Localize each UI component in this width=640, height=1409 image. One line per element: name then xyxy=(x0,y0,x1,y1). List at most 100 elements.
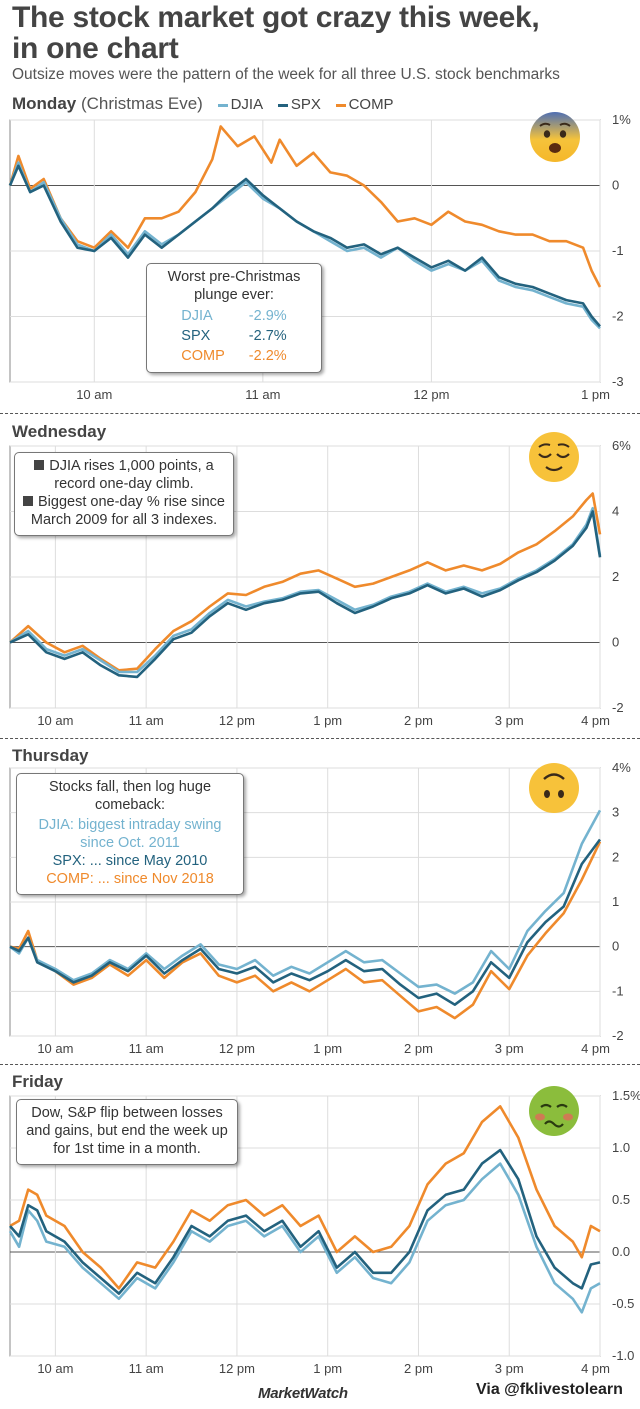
thursday-callout-spx: SPX: ... since May 2010 xyxy=(52,853,208,869)
y-tick-label: 1.0 xyxy=(612,1140,630,1155)
x-tick-label: 1 pm xyxy=(313,713,342,728)
monday-callout-row-spx: SPX -2.7% xyxy=(169,326,298,346)
y-tick-label: 6% xyxy=(612,438,631,453)
series-line-spx xyxy=(9,838,602,1006)
monday-day-label: Monday xyxy=(12,94,77,113)
x-tick-label: 4 pm xyxy=(581,1041,610,1056)
series-line-comp xyxy=(9,1105,601,1290)
fearful-face-icon xyxy=(530,112,580,162)
y-tick-label: 0.0 xyxy=(612,1244,630,1259)
marketwatch-logo: MarketWatch xyxy=(258,1385,348,1402)
monday-callout: Worst pre-Christmas plunge ever: DJIA -2… xyxy=(146,263,322,373)
wednesday-bullet-2-text: Biggest one-day % rise since March 2009 … xyxy=(30,494,225,528)
y-tick-label: 0.5 xyxy=(612,1192,630,1207)
legend-comp: COMP xyxy=(335,96,394,113)
monday-callout-table: DJIA -2.9% SPX -2.7% COMP -2.2% xyxy=(169,306,298,366)
y-tick-label: -2 xyxy=(612,309,624,324)
thursday-chart: 4% 3 2 1 0 -1 -2 10 am 11 am 12 pm 1 pm 2 pm 3 pm 4 p… xyxy=(9,760,631,1056)
thursday-callout-heading: Stocks fall, then log huge comeback: xyxy=(48,779,212,813)
bullet-square-icon xyxy=(23,496,33,506)
friday-day-label: Friday xyxy=(12,1072,64,1091)
y-tick-label: 2 xyxy=(612,569,619,584)
x-tick-label: 1 pm xyxy=(581,387,610,402)
wednesday-day-label: Wednesday xyxy=(12,422,107,441)
x-tick-label: 2 pm xyxy=(404,713,433,728)
friday-callout-text: Dow, S&P flip between losses and gains, … xyxy=(26,1105,228,1157)
y-tick-label: 0 xyxy=(612,178,619,193)
y-tick-label: 1% xyxy=(612,112,631,127)
series-line-comp xyxy=(9,492,602,672)
x-tick-label: 1 pm xyxy=(313,1361,342,1376)
monday-day-note: (Christmas Eve) xyxy=(80,94,203,113)
series-line-spx xyxy=(9,1148,601,1295)
title-line-2: in one chart xyxy=(12,32,179,65)
wednesday-bullet-1-text: DJIA rises 1,000 points, a record one-da… xyxy=(49,458,214,492)
x-tick-label: 10 am xyxy=(37,1361,73,1376)
page-subtitle: Outsize moves were the pattern of the we… xyxy=(12,66,560,83)
legend-djia-label: DJIA xyxy=(230,96,264,113)
thursday-callout-djia: DJIA: biggest intraday swing since Oct. … xyxy=(38,817,222,851)
series-line-comp xyxy=(8,125,602,288)
x-tick-label: 12 pm xyxy=(219,713,255,728)
monday-djia-value: -2.9% xyxy=(248,308,287,324)
x-tick-label: 1 pm xyxy=(313,1041,342,1056)
x-tick-label: 10 am xyxy=(37,1041,73,1056)
x-tick-label: 11 am xyxy=(129,1361,164,1376)
series-line-comp xyxy=(9,841,602,1020)
x-tick-label: 3 pm xyxy=(495,1361,524,1376)
x-tick-label: 12 pm xyxy=(413,387,449,402)
thursday-day-label: Thursday xyxy=(12,746,89,765)
x-tick-label: 11 am xyxy=(245,387,280,402)
bullet-square-icon xyxy=(34,460,45,470)
monday-comp-name: COMP xyxy=(181,348,225,364)
y-tick-label: -2 xyxy=(612,1028,624,1043)
y-tick-label: 0 xyxy=(612,939,619,954)
y-tick-label: 0 xyxy=(612,635,619,650)
x-tick-label: 2 pm xyxy=(404,1361,433,1376)
monday-callout-row-comp: COMP -2.2% xyxy=(169,346,298,366)
y-tick-label: -0.5 xyxy=(612,1296,634,1311)
y-tick-label: 4% xyxy=(612,760,631,775)
legend-spx-swatch xyxy=(277,103,288,107)
x-tick-label: 12 pm xyxy=(219,1361,255,1376)
series-line-djia xyxy=(8,1162,601,1314)
wednesday-callout-bullet-2: Biggest one-day % rise since March 2009 … xyxy=(19,493,229,529)
x-tick-label: 2 pm xyxy=(404,1041,433,1056)
source-credit: Via @fklivestolearn xyxy=(476,1381,623,1398)
friday-header: Friday xyxy=(12,1072,63,1092)
monday-callout-row-djia: DJIA -2.9% xyxy=(169,306,298,326)
thursday-header: Thursday xyxy=(12,746,89,766)
monday-spx-name: SPX xyxy=(181,328,211,344)
series-line-spx xyxy=(9,510,602,679)
legend-comp-label: COMP xyxy=(348,96,394,113)
legend-djia: DJIA xyxy=(217,96,264,113)
y-tick-label: -3 xyxy=(612,374,624,389)
monday-comp-value: -2.2% xyxy=(248,348,287,364)
nauseated-face-icon xyxy=(529,1086,579,1136)
y-tick-label: -2 xyxy=(612,700,624,715)
separator xyxy=(0,413,640,414)
wednesday-chart: 6% 4 2 0 -2 10 am 11 am 12 pm 1 pm 2 pm 3 pm 4 pm xyxy=(9,438,631,728)
y-tick-label: -1 xyxy=(612,243,624,258)
x-tick-label: 4 pm xyxy=(581,1361,610,1376)
x-tick-label: 11 am xyxy=(129,713,164,728)
legend-djia-swatch xyxy=(217,103,228,107)
upside-down-face-icon xyxy=(529,763,579,813)
friday-callout: Dow, S&P flip between losses and gains, … xyxy=(16,1099,238,1165)
x-tick-label: 3 pm xyxy=(495,1041,524,1056)
legend-spx-label: SPX xyxy=(290,96,321,113)
y-tick-label: 3 xyxy=(612,805,619,820)
thursday-callout-comp: COMP: ... since Nov 2018 xyxy=(46,871,214,887)
monday-header: Monday (Christmas Eve) DJIA SPX COMP xyxy=(12,94,394,114)
page-title: The stock market got crazy this week, in… xyxy=(12,2,540,65)
y-tick-label: 4 xyxy=(612,504,619,519)
y-tick-label: 1.5% xyxy=(612,1088,640,1103)
legend-comp-swatch xyxy=(335,103,346,107)
wednesday-header: Wednesday xyxy=(12,422,106,442)
y-tick-label: -1.0 xyxy=(612,1348,634,1363)
series-line-djia xyxy=(9,506,602,674)
y-tick-label: 2 xyxy=(612,849,619,864)
monday-djia-name: DJIA xyxy=(181,308,213,324)
relieved-face-icon xyxy=(529,432,579,482)
thursday-callout: Stocks fall, then log huge comeback: DJI… xyxy=(16,773,244,895)
